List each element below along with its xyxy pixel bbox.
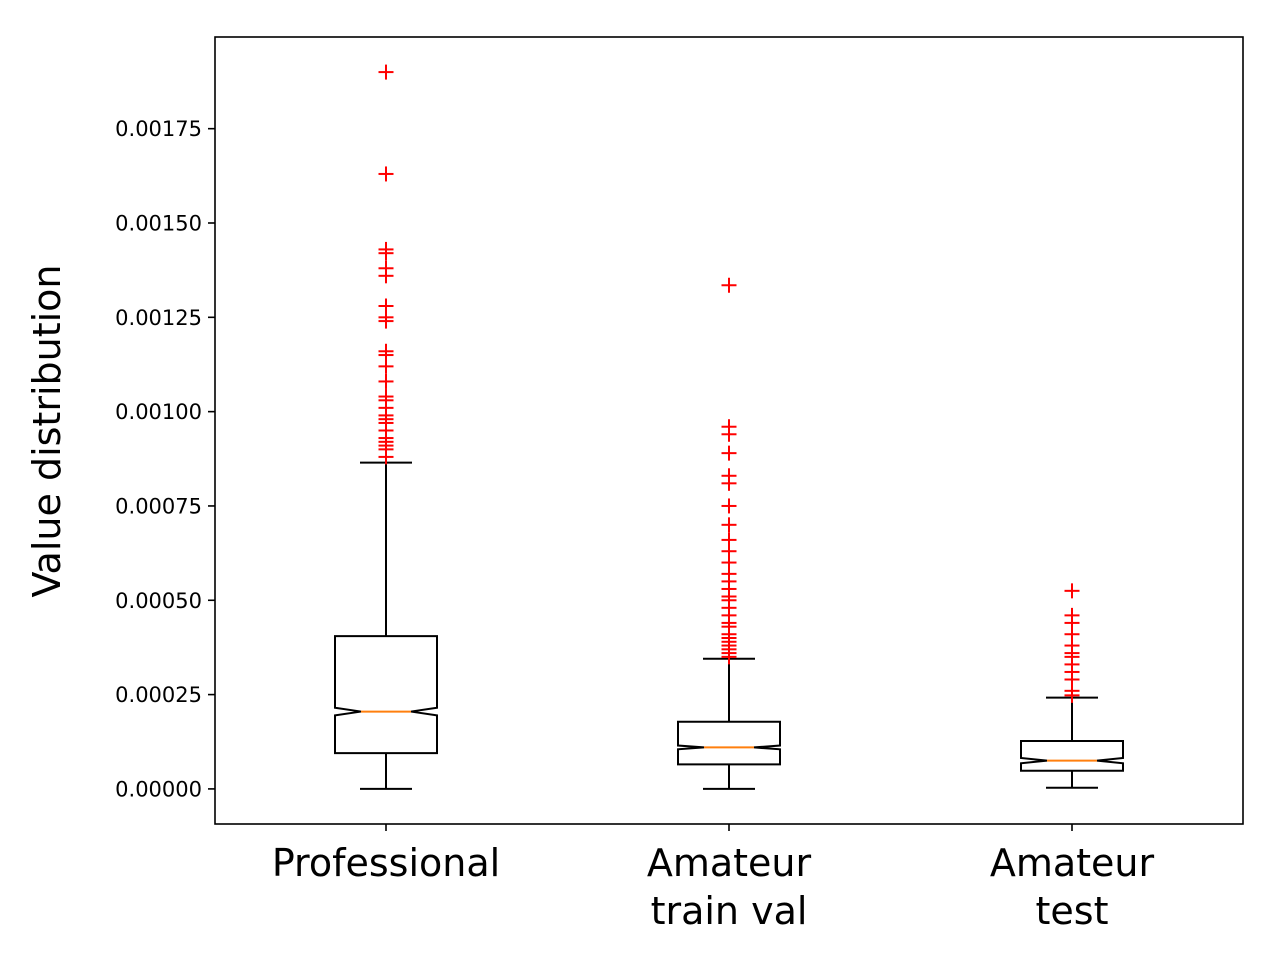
box-group	[334, 64, 438, 790]
y-tick-label: 0.00000	[115, 777, 202, 801]
outlier-marker	[378, 358, 394, 374]
outlier-marker	[721, 445, 737, 461]
y-axis-title: Value distribution	[25, 265, 69, 598]
outlier-marker	[721, 517, 737, 533]
y-tick-label: 0.00125	[115, 306, 202, 330]
outlier-marker	[721, 498, 737, 514]
outlier-marker	[378, 245, 394, 261]
outlier-marker	[721, 277, 737, 293]
y-tick-label: 0.00150	[115, 211, 202, 235]
y-axis: 0.00000 0.00025 0.00050 0.00075 0.00100 0.001…	[115, 117, 215, 801]
x-tick-label: Amateur	[647, 841, 812, 885]
outlier-marker	[721, 649, 737, 665]
x-tick-label: train val	[651, 889, 808, 933]
outlier-marker	[721, 426, 737, 442]
y-tick-label: 0.00100	[115, 400, 202, 424]
outlier-marker	[378, 166, 394, 182]
outlier-marker	[1064, 687, 1080, 703]
plot-marks	[334, 64, 1124, 790]
notched-box	[677, 720, 781, 766]
y-tick-label: 0.00050	[115, 589, 202, 613]
y-tick-label: 0.00175	[115, 117, 202, 141]
outlier-marker	[378, 64, 394, 80]
outlier-marker	[378, 268, 394, 284]
outlier-marker	[378, 313, 394, 329]
x-tick-label: test	[1036, 889, 1109, 933]
box-group	[677, 277, 781, 790]
outlier-marker	[1064, 583, 1080, 599]
outlier-marker	[721, 475, 737, 491]
notched-box	[334, 635, 438, 755]
y-tick-label: 0.00025	[115, 683, 202, 707]
x-tick-label: Professional	[272, 841, 500, 885]
outlier-marker	[378, 449, 394, 465]
y-tick-label: 0.00075	[115, 494, 202, 518]
x-tick-label: Amateur	[990, 841, 1155, 885]
box-group	[1020, 583, 1124, 789]
notched-box	[1020, 739, 1124, 772]
outlier-marker	[378, 373, 394, 389]
